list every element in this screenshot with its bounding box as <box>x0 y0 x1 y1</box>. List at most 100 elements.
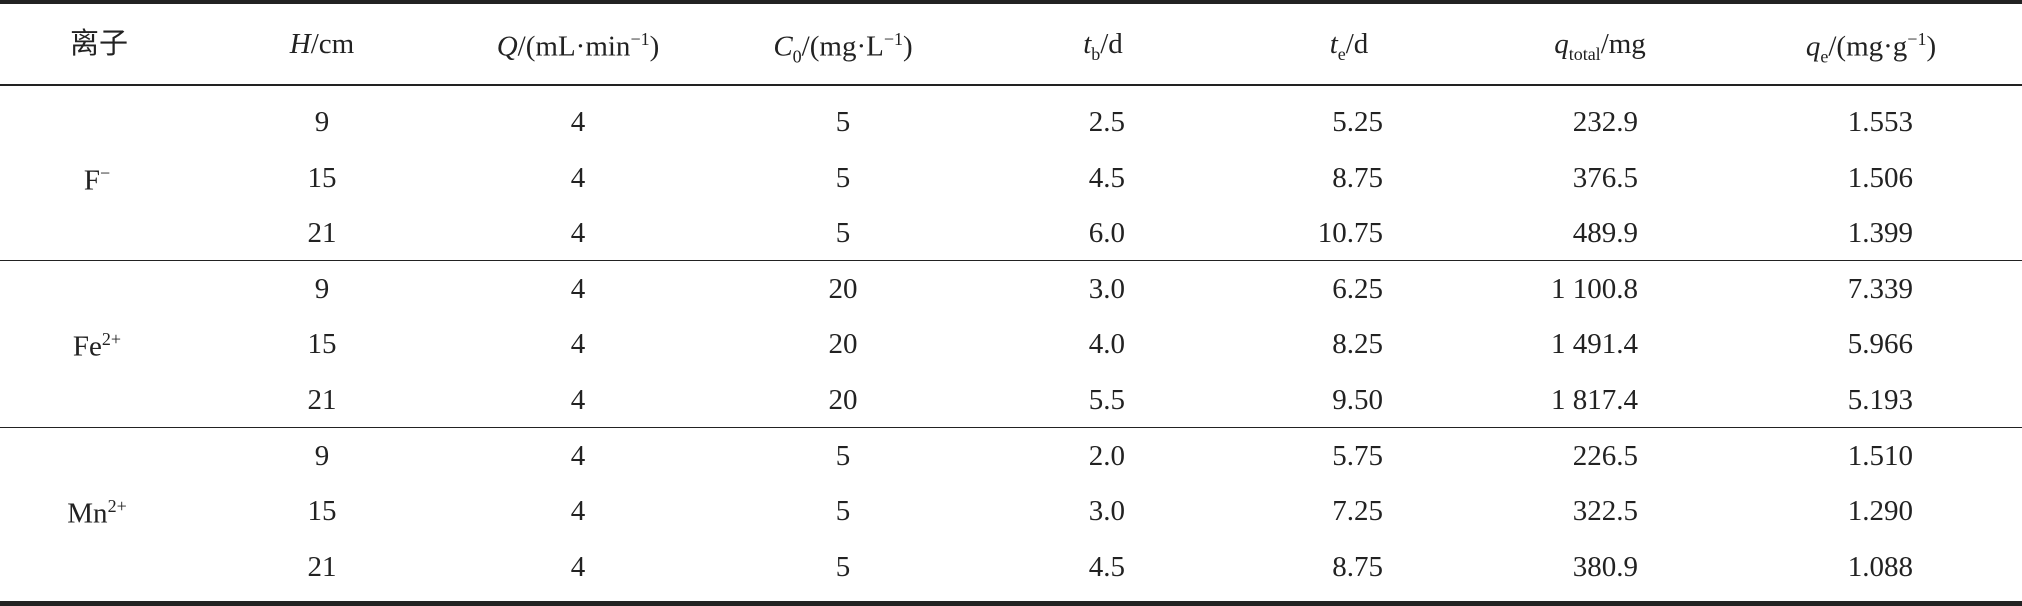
data-cell: 21 <box>307 550 337 583</box>
superscript: −1 <box>883 29 903 49</box>
data-cell: 15 <box>307 495 337 528</box>
data-cell: 9 <box>314 439 330 472</box>
header-cell: te/d <box>1330 30 1369 63</box>
symbol: t <box>1083 28 1092 60</box>
data-cell: 10.75 <box>1317 217 1383 250</box>
data-cell: 4 <box>570 217 586 250</box>
subscript: e <box>1337 43 1346 64</box>
ion-charge: − <box>99 162 111 183</box>
data-cell: 3.0 <box>1088 272 1125 305</box>
data-cell: 1 491.4 <box>1551 328 1638 361</box>
data-cell: 9 <box>314 106 330 138</box>
data-cell: 1.290 <box>1847 495 1913 528</box>
group-rule <box>0 260 2022 261</box>
data-cell: 5 <box>835 217 851 250</box>
data-cell: 2.5 <box>1088 106 1125 138</box>
symbol: t <box>1329 28 1338 60</box>
unit: ) <box>649 30 660 63</box>
data-cell: 232.9 <box>1572 106 1638 138</box>
data-cell: 5.193 <box>1847 384 1913 416</box>
data-cell: 20 <box>828 384 858 416</box>
unit: ) <box>1926 30 1937 63</box>
unit: /mg <box>1600 28 1646 60</box>
data-cell: 21 <box>307 217 337 250</box>
data-cell: 4 <box>570 328 586 361</box>
unit: /(mg·g <box>1828 30 1908 63</box>
data-cell: 1.553 <box>1847 106 1913 138</box>
data-cell: 8.75 <box>1332 161 1383 194</box>
header-cell: tb/d <box>1083 30 1123 63</box>
group-rule <box>0 427 2022 428</box>
data-cell: 376.5 <box>1572 161 1638 194</box>
unit: /d <box>1100 28 1123 60</box>
subscript: e <box>1820 46 1829 67</box>
data-cell: 1.088 <box>1847 550 1913 583</box>
data-cell: 1 817.4 <box>1551 384 1638 416</box>
data-cell: 20 <box>828 272 858 305</box>
data-cell: 8.75 <box>1332 550 1383 583</box>
data-cell: 6.0 <box>1088 217 1125 250</box>
subscript: total <box>1568 43 1601 64</box>
data-cell: 5 <box>835 106 851 138</box>
data-cell: 6.25 <box>1332 272 1383 305</box>
header-rule <box>0 84 2022 86</box>
data-cell: 1.506 <box>1847 161 1913 194</box>
data-cell: 4 <box>570 384 586 416</box>
ion-charge: 2+ <box>107 496 127 517</box>
data-cell: 9.50 <box>1332 384 1383 416</box>
data-cell: 4 <box>570 550 586 583</box>
data-cell: 4 <box>570 161 586 194</box>
data-cell: 5.25 <box>1332 106 1383 138</box>
data-cell: 5 <box>835 161 851 194</box>
header-cell: H/cm <box>290 30 354 59</box>
symbol: q <box>1554 28 1569 60</box>
header-cell: 离子 <box>70 30 128 59</box>
unit: /(mL·min <box>517 30 631 63</box>
data-cell: 9 <box>314 272 330 305</box>
header-cell: qe/(mg·g−1) <box>1806 30 1936 65</box>
data-cell: 4 <box>570 495 586 528</box>
data-cell: 1 100.8 <box>1551 272 1638 305</box>
data-cell: 5.966 <box>1847 328 1913 361</box>
data-cell: 5 <box>835 550 851 583</box>
ion-charge: 2+ <box>101 329 122 350</box>
data-cell: 21 <box>307 384 337 416</box>
data-cell: 4.5 <box>1088 161 1125 194</box>
header-cell: C0/(mg·L−1) <box>773 30 912 65</box>
data-cell: 380.9 <box>1572 550 1638 583</box>
data-cell: 322.5 <box>1572 495 1638 528</box>
ion-symbol: Mn <box>67 497 108 530</box>
header-text: 离子 <box>69 28 129 60</box>
ion-cell: F− <box>84 164 110 196</box>
unit: ) <box>902 30 913 63</box>
data-cell: 5 <box>835 495 851 528</box>
data-cell: 489.9 <box>1572 217 1638 250</box>
data-cell: 1.399 <box>1847 217 1913 250</box>
ion-cell: Mn2+ <box>67 497 126 529</box>
superscript: −1 <box>630 29 650 49</box>
data-cell: 4 <box>570 106 586 138</box>
data-cell: 3.0 <box>1088 495 1125 528</box>
data-cell: 15 <box>307 328 337 361</box>
data-cell: 8.25 <box>1332 328 1383 361</box>
ion-cell: Fe2+ <box>73 330 121 362</box>
data-cell: 7.25 <box>1332 495 1383 528</box>
subscript: 0 <box>792 46 802 67</box>
data-cell: 226.5 <box>1572 439 1638 472</box>
data-cell: 5.5 <box>1088 384 1125 416</box>
symbol: Q <box>496 30 518 63</box>
data-cell: 5 <box>835 439 851 472</box>
subscript: b <box>1091 43 1101 64</box>
data-cell: 1.510 <box>1847 439 1913 472</box>
data-cell: 4 <box>570 272 586 305</box>
data-cell: 20 <box>828 328 858 361</box>
ion-symbol: Fe <box>72 331 102 364</box>
unit: /cm <box>310 28 355 60</box>
symbol: H <box>289 28 311 60</box>
symbol: C <box>773 30 793 63</box>
header-cell: qtotal/mg <box>1554 30 1646 63</box>
data-cell: 4.0 <box>1088 328 1125 361</box>
data-cell: 2.0 <box>1088 439 1125 472</box>
unit: /(mg·L <box>801 30 884 63</box>
